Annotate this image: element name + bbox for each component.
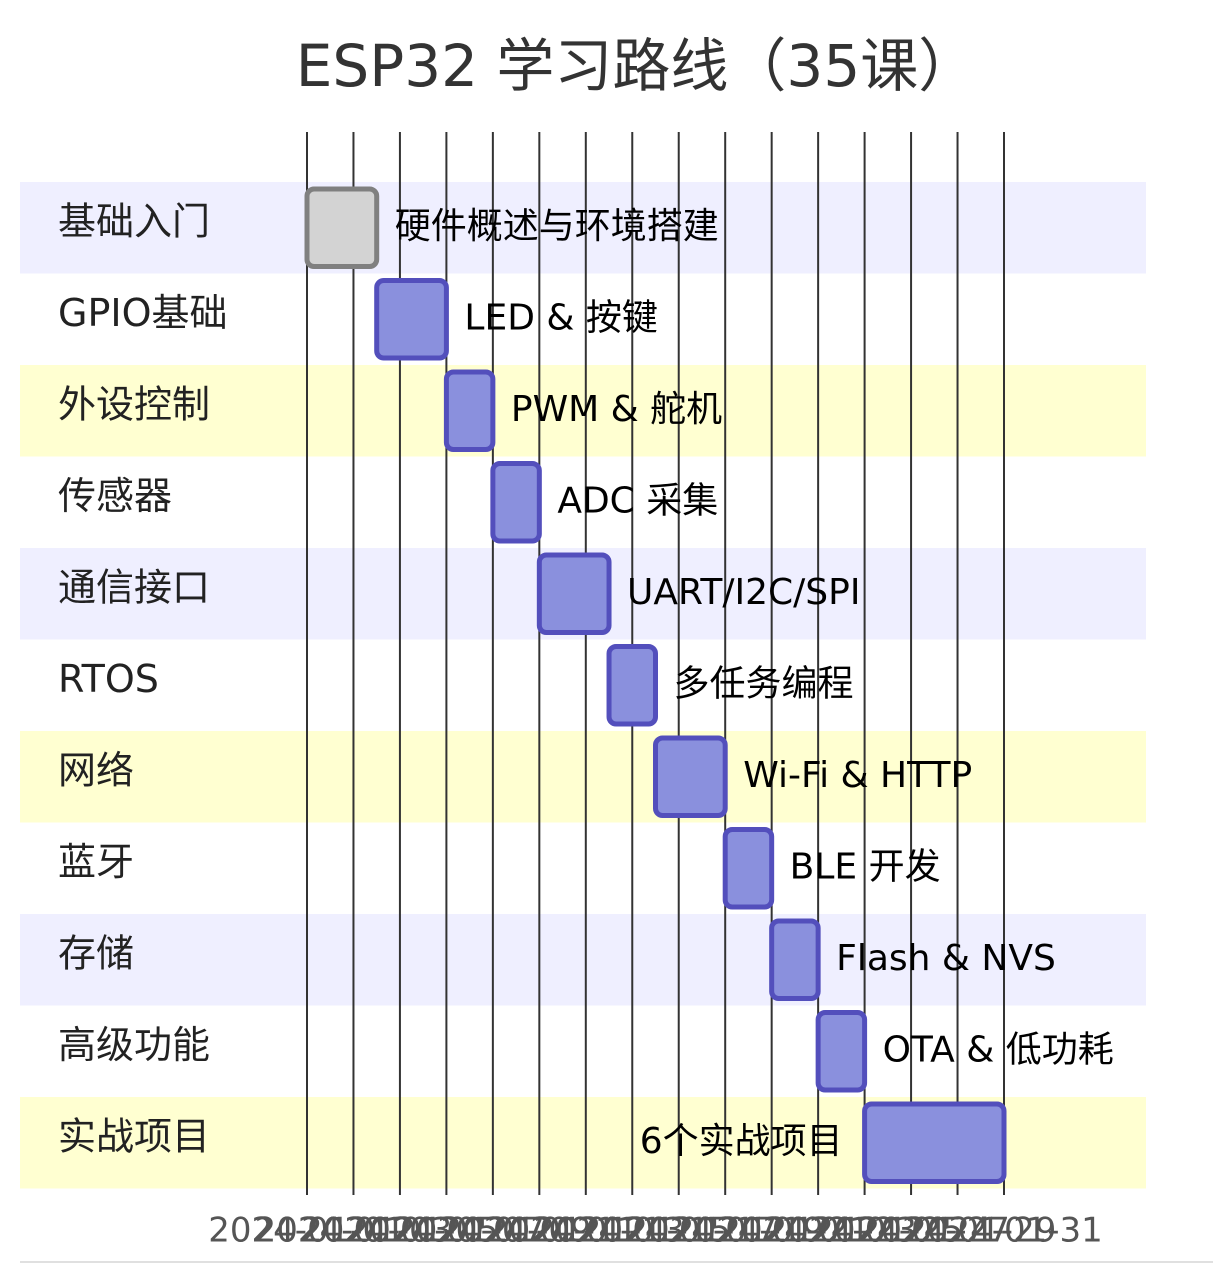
task-label: UART/I2C/SPI: [627, 572, 860, 613]
task-label: BLE 开发: [790, 846, 941, 887]
section-label: 网络: [58, 748, 134, 792]
section-label: 外设控制: [58, 382, 210, 426]
section-label: 实战项目: [58, 1114, 210, 1158]
section-label: RTOS: [58, 657, 159, 701]
task-label: LED & 按键: [464, 297, 657, 338]
task-bar: [815, 1010, 868, 1093]
x-tick-label: 2024-01-11: [441, 1211, 639, 1251]
section-label: 传感器: [58, 474, 172, 518]
task-label: ADC 采集: [557, 480, 718, 521]
x-tick-label: 2024-01-15: [533, 1211, 731, 1251]
x-tick-label: 2024-01-05: [301, 1211, 499, 1251]
x-tick-label: 2024-01-19: [626, 1211, 824, 1251]
section-label: GPIO基础: [58, 291, 227, 335]
chart-title: ESP32 学习路线（35课）: [296, 32, 976, 100]
x-tick-label: 2024-01-09: [394, 1211, 592, 1251]
x-tick-label: 2024-01-23: [719, 1211, 917, 1251]
x-tick-label: 2024-01-31: [905, 1211, 1103, 1251]
section-label: 通信接口: [58, 565, 210, 609]
x-tick-label: 2024-01-25: [766, 1211, 964, 1251]
task-bar: [653, 735, 728, 818]
task-label: OTA & 低功耗: [883, 1029, 1114, 1070]
task-bar: [536, 552, 612, 635]
x-tick-label: 2024-01-21: [673, 1211, 871, 1251]
task-bar: [722, 827, 775, 910]
task-bar: [374, 278, 449, 361]
section-label: 基础入门: [58, 199, 210, 243]
x-tick-label: 2024-01-29: [859, 1211, 1057, 1251]
section-band: [20, 639, 1146, 731]
section-band: [20, 822, 1146, 914]
task-bar: [862, 1101, 1007, 1184]
task-bar: [490, 461, 542, 544]
x-tick-label: 2024-01-03: [255, 1211, 453, 1251]
task-label: Wi-Fi & HTTP: [743, 755, 972, 796]
x-tick-label: 2024-01-27: [812, 1211, 1010, 1251]
tasks: [304, 186, 1007, 1184]
x-tick-label: 2024-01-17: [580, 1211, 778, 1251]
task-bar: [443, 369, 496, 452]
task-label: PWM & 舵机: [511, 389, 722, 430]
x-tick-label: 2024-01-13: [487, 1211, 685, 1251]
task-bar: [606, 644, 658, 727]
section-label: 高级功能: [58, 1023, 210, 1067]
task-label: 6个实战项目: [640, 1121, 843, 1162]
task-bar: [769, 918, 821, 1001]
section-label: 存储: [58, 931, 134, 975]
section-label: 蓝牙: [58, 840, 134, 884]
task-label: 硬件概述与环境搭建: [395, 206, 719, 247]
task-label: 多任务编程: [674, 663, 854, 704]
task-label: Flash & NVS: [836, 938, 1056, 979]
task-bar: [304, 186, 380, 269]
x-tick-label: 2024-01-07: [348, 1211, 546, 1251]
section-band: [20, 731, 1146, 823]
x-tick-label: 2024-01-01: [208, 1211, 406, 1251]
